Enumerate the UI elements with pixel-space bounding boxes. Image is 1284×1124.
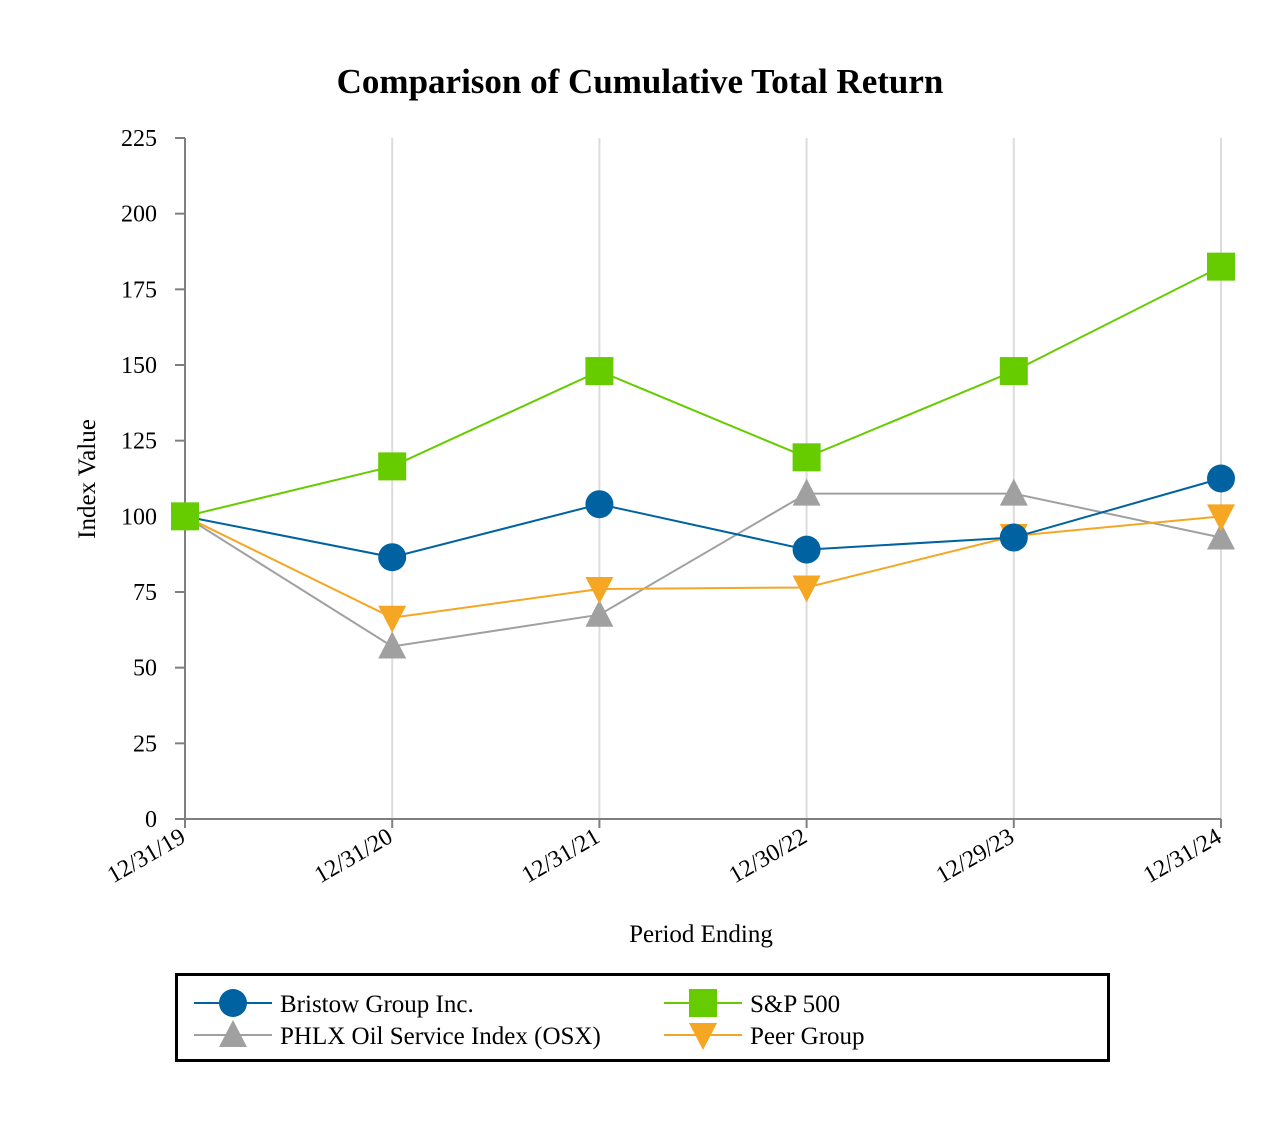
data-point	[171, 502, 199, 531]
y-tick-label: 75	[133, 580, 157, 606]
series-line	[184, 477, 1222, 559]
data-point	[999, 478, 1028, 506]
legend-marker	[689, 1023, 717, 1050]
data-point	[378, 605, 407, 633]
data-point	[1207, 504, 1235, 532]
legend-marker	[689, 989, 717, 1017]
data-point	[1207, 522, 1235, 550]
x-tick-label: 12/31/20	[310, 824, 397, 889]
legend-entry: Bristow Group Inc.	[194, 989, 474, 1018]
legend-label: S&P 500	[750, 991, 840, 1018]
y-axis-title: Index Value	[74, 419, 101, 539]
series-line	[184, 515, 1222, 619]
y-tick-label: 225	[121, 126, 157, 152]
y-tick-label: 125	[121, 429, 157, 455]
y-tick-label: 200	[121, 202, 157, 228]
y-tick-label: 150	[121, 353, 157, 379]
grid-lines	[391, 138, 1222, 819]
series-2	[171, 478, 1235, 659]
x-tick-label: 12/31/21	[517, 824, 604, 889]
data-point	[378, 543, 407, 572]
series-1	[171, 252, 1235, 531]
y-tick-label: 100	[121, 504, 157, 530]
legend: Bristow Group Inc. S&P 500 PHLX Oil Servic…	[175, 973, 1110, 1062]
data-point	[585, 599, 614, 627]
series-line	[184, 492, 1222, 648]
legend-marker	[219, 1020, 247, 1047]
legend-frame	[175, 973, 1110, 1062]
data-point	[999, 357, 1028, 386]
data-point	[378, 452, 407, 481]
x-tick-label: 12/29/23	[932, 824, 1019, 889]
y-tick-label: 25	[133, 731, 157, 757]
legend-label: Bristow Group Inc.	[280, 991, 474, 1018]
chart-title: Comparison of Cumulative Total Return	[337, 62, 944, 101]
legend-label: Peer Group	[750, 1023, 865, 1050]
data-point	[792, 535, 821, 564]
data-point	[792, 443, 821, 472]
data-point	[1207, 464, 1235, 493]
data-point	[1207, 252, 1235, 281]
y-tick-label: 50	[133, 656, 157, 682]
y-tick-label: 175	[121, 277, 157, 303]
legend-entry: S&P 500	[664, 989, 840, 1018]
legend-marker	[219, 989, 247, 1017]
data-point	[999, 523, 1028, 552]
series-line	[184, 265, 1222, 518]
plot-series	[171, 252, 1235, 659]
data-point	[585, 357, 614, 386]
legend-entry: Peer Group	[664, 1023, 865, 1050]
x-tick-label: 12/30/22	[725, 824, 812, 889]
legend-entry: PHLX Oil Service Index (OSX)	[194, 1020, 601, 1050]
axes: 0 25 50 75 100 125 150 175 200 225 12/31/19 12/31/2…	[103, 126, 1226, 889]
series-3	[171, 504, 1235, 633]
data-point	[378, 631, 407, 659]
data-point	[792, 478, 821, 506]
data-point	[585, 576, 614, 604]
data-point	[585, 490, 614, 519]
legend-label: PHLX Oil Service Index (OSX)	[280, 1023, 601, 1050]
y-tick-label: 0	[145, 807, 157, 833]
x-tick-label: 12/31/24	[1139, 824, 1226, 889]
data-point	[792, 575, 821, 603]
x-axis-title: Period Ending	[629, 921, 773, 948]
x-tick-label: 12/31/19	[103, 824, 190, 889]
